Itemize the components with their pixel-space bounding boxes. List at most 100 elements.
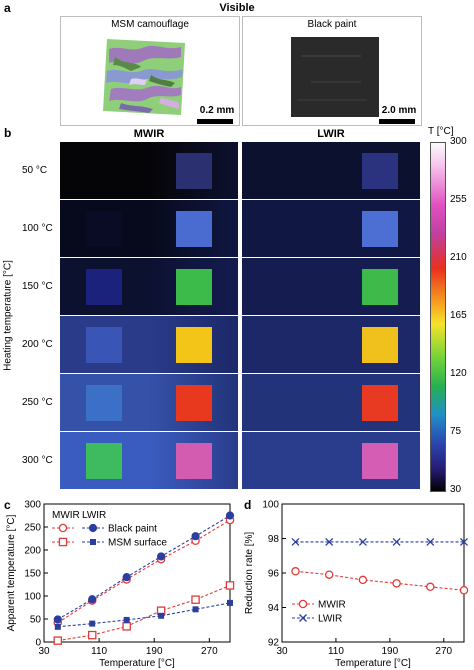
series-line xyxy=(57,602,231,628)
marker-stroke xyxy=(426,537,435,546)
marker-stroke xyxy=(460,537,468,546)
data-point xyxy=(358,537,367,546)
black-paint-sample-patch xyxy=(362,152,398,189)
data-point xyxy=(191,595,200,604)
y-tick-label: 200 xyxy=(24,546,41,557)
legend-marker xyxy=(299,614,307,622)
series-line xyxy=(57,515,231,620)
colorbar-tick-label: 165 xyxy=(450,310,467,321)
panel-b-letter: b xyxy=(4,126,12,140)
legend-marker xyxy=(58,523,68,533)
colorbar xyxy=(430,142,446,492)
msm-sample-patch xyxy=(86,326,122,363)
data-point xyxy=(191,532,200,541)
data-point xyxy=(53,636,63,645)
x-tick-label: 190 xyxy=(382,646,399,657)
black-paint-sample-patch xyxy=(176,152,212,189)
y-axis-label: Apparent temperature [°C] xyxy=(6,514,17,631)
y-tick-label: 150 xyxy=(24,569,41,580)
legend-label: LWIR xyxy=(318,614,342,625)
y-tick-label: 0 xyxy=(35,638,41,649)
black-paint-sample-patch xyxy=(362,442,398,479)
colorbar-title: T [°C] xyxy=(428,126,454,137)
black-paint-sample-patch xyxy=(362,210,398,247)
data-point xyxy=(227,599,233,606)
black-paint-sample-patch xyxy=(176,384,212,421)
row-label: 150 °C xyxy=(22,280,53,292)
marker-stroke xyxy=(358,537,367,546)
panel-a-letter: a xyxy=(4,1,11,15)
legend-header-mwir: MWIR xyxy=(52,510,80,521)
data-point xyxy=(459,586,469,595)
data-point xyxy=(54,623,61,630)
msm-sample-patch xyxy=(86,152,122,189)
plot-frame xyxy=(281,503,465,643)
y-tick-label: 50 xyxy=(30,615,42,626)
x-axis-label: Temperature [°C] xyxy=(335,658,411,669)
x-tick-label: 110 xyxy=(328,646,344,657)
legend-label: Black paint xyxy=(108,524,157,535)
data-point xyxy=(426,537,435,546)
panel-a-title: Visible xyxy=(219,2,255,14)
black-paint-sample-patch xyxy=(362,326,398,363)
colorbar-tick-label: 255 xyxy=(450,194,467,205)
msm-camouflage-image xyxy=(103,39,185,115)
msm-camouflage-photo-frame: MSM camouflage 0.2 mm xyxy=(60,16,240,126)
mwir-thermal-image xyxy=(60,316,238,373)
black-paint-sample-patch xyxy=(362,384,398,421)
x-tick-label: 110 xyxy=(91,646,107,657)
colorbar-tick-label: 210 xyxy=(450,252,467,263)
y-tick-label: 250 xyxy=(24,523,41,534)
x-tick-label: 270 xyxy=(201,646,218,657)
legend-label: MSM surface xyxy=(108,538,167,549)
chart-c: 30 110 190 270 0 50 100 150 200 250 300 Temperature… xyxy=(6,500,235,669)
series-line xyxy=(57,584,231,642)
lwir-thermal-image xyxy=(242,142,420,199)
row-label: 200 °C xyxy=(22,338,53,350)
x-axis-label: Temperature [°C] xyxy=(99,658,175,669)
data-point xyxy=(122,573,131,582)
data-point xyxy=(123,616,130,623)
mwir-thermal-image xyxy=(60,374,238,431)
data-point xyxy=(53,615,62,624)
y-tick-label: 100 xyxy=(24,592,41,603)
x-tick-label: 270 xyxy=(435,646,452,657)
panel-d-letter: d xyxy=(244,498,252,512)
row-label: 250 °C xyxy=(22,396,53,408)
msm-sample-patch xyxy=(86,268,122,305)
black-paint-sample-patch xyxy=(176,326,212,363)
chart-d: 30 110 190 270 92 94 96 98 100 Temperature [°C] Re… xyxy=(244,500,469,669)
lwir-thermal-image xyxy=(242,316,420,373)
y-tick-label: 92 xyxy=(268,638,280,649)
series-line xyxy=(295,570,465,591)
data-point xyxy=(291,567,300,576)
marker-stroke xyxy=(392,537,401,546)
black-paint-sample-patch xyxy=(362,268,398,305)
black-paint-sample-patch xyxy=(176,210,212,247)
colorbar-tick-label: 30 xyxy=(450,484,462,495)
y-tick-label: 98 xyxy=(268,534,280,545)
marker-stroke xyxy=(299,614,307,622)
data-point xyxy=(88,595,97,604)
black-paint-image xyxy=(291,37,379,117)
black-paint-sample-patch xyxy=(176,442,212,479)
mwir-thermal-image xyxy=(60,200,238,257)
x-tick-label: 30 xyxy=(276,646,288,657)
black-paint-sample-patch xyxy=(176,268,212,305)
x-tick-label: 190 xyxy=(146,646,163,657)
row-label: 100 °C xyxy=(22,222,53,234)
colorbar-tick-label: 75 xyxy=(450,426,462,437)
black-paint-scale-bar xyxy=(379,119,415,124)
data-point xyxy=(325,537,334,546)
legend-marker xyxy=(58,537,68,547)
colorbar-tick-label: 300 xyxy=(450,136,467,147)
legend-marker xyxy=(298,599,308,609)
mwir-thermal-image xyxy=(60,258,238,315)
legend-marker xyxy=(88,523,98,533)
y-tick-label: 300 xyxy=(24,500,41,511)
lwir-thermal-image xyxy=(242,374,420,431)
data-point xyxy=(225,511,235,520)
data-point xyxy=(158,612,165,619)
row-label: 300 °C xyxy=(22,454,53,466)
heating-temperature-axis-title: Heating temperature [°C] xyxy=(2,260,14,371)
